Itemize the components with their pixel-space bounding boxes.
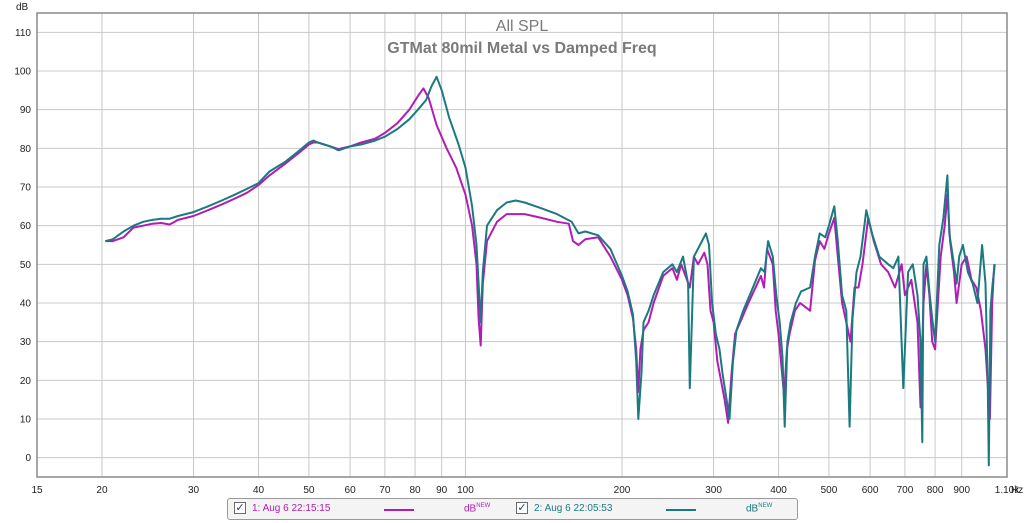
y-tick-label: 30 (20, 337, 32, 348)
x-tick-label: 900 (953, 485, 970, 496)
y-tick-label: 70 (20, 183, 32, 194)
plot-frame (36, 12, 1008, 478)
y-tick-label: 40 (20, 299, 32, 310)
series-1-unit: dBNEW (464, 503, 491, 515)
series-1-swatch (384, 509, 414, 511)
series-1-checkbox[interactable]: ✓ (234, 501, 246, 514)
x-tick-label: 700 (897, 485, 914, 496)
x-tick-label: 60 (345, 485, 357, 496)
series-2-line (105, 75, 996, 467)
series-1-label: 1: Aug 6 22:15:15 (252, 503, 331, 514)
y-tick-label: 60 (20, 221, 32, 232)
x-tick-label: 1.10k (995, 485, 1020, 496)
y-tick-label: 0 (25, 453, 31, 464)
tick-labels: 0 10 20 30 40 50 60 70 80 90 100 110 15 20 30 40 50 60 70 8… (14, 28, 1020, 496)
x-tick-label: 15 (31, 485, 43, 496)
y-tick-label: 90 (20, 105, 32, 116)
y-axis-label: dB (16, 2, 29, 13)
series-2-unit: dBNEW (746, 503, 773, 515)
x-tick-label: 20 (96, 485, 108, 496)
chart-title: All SPL (496, 18, 549, 35)
y-tick-label: 110 (15, 28, 31, 39)
series-2-swatch (666, 509, 696, 511)
x-tick-label: 90 (436, 485, 448, 496)
y-tick-label: 80 (20, 144, 32, 155)
x-tick-label: 600 (862, 485, 879, 496)
x-tick-label: 100 (457, 485, 474, 496)
plot-background (37, 13, 1007, 477)
x-tick-label: 80 (409, 485, 421, 496)
x-tick-label: 70 (379, 485, 391, 496)
y-tick-label: 100 (14, 67, 31, 78)
x-tick-label: 400 (770, 485, 787, 496)
x-tick-label: 200 (614, 485, 631, 496)
y-tick-label: 20 (20, 376, 32, 387)
y-tick-label: 10 (20, 415, 32, 426)
series-2-checkbox[interactable]: ✓ (516, 501, 528, 514)
y-tick-label: 50 (20, 260, 32, 271)
x-tick-label: 300 (705, 485, 722, 496)
legend: ✓ 1: Aug 6 22:15:15 dBNEW ✓ 2: Aug 6 22:… (227, 498, 798, 520)
series-2-label: 2: Aug 6 22:05:53 (534, 503, 613, 514)
grid-lines (36, 13, 1008, 477)
x-tick-label: 800 (927, 485, 944, 496)
x-tick-label: 500 (821, 485, 838, 496)
chart-subtitle: GTMat 80mil Metal vs Damped Freq (387, 40, 656, 57)
x-tick-label: 40 (253, 485, 265, 496)
x-tick-label: 50 (303, 485, 315, 496)
x-axis-unit: Hz (1011, 485, 1023, 496)
x-tick-label: 30 (188, 485, 200, 496)
series-lines (105, 75, 996, 467)
